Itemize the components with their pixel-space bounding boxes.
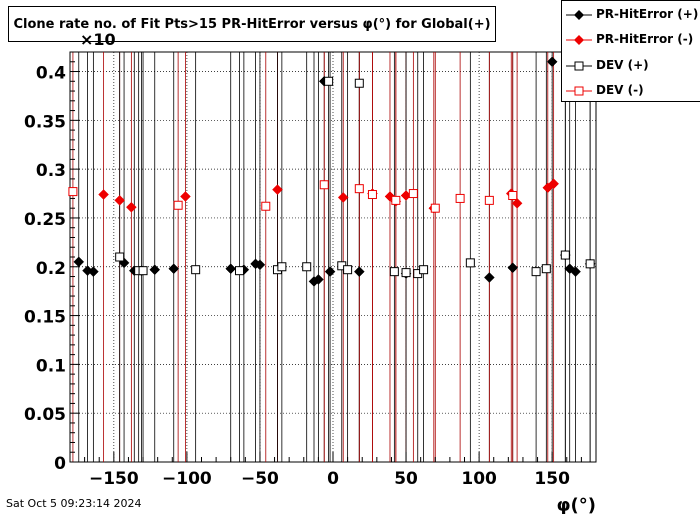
y-tick-label: 0.1 <box>36 356 66 376</box>
data-point <box>455 193 465 203</box>
data-point <box>225 263 237 275</box>
data-point <box>254 259 266 271</box>
data-point <box>531 267 541 277</box>
data-point <box>149 264 161 276</box>
y-tick-label: 0.4 <box>36 64 66 84</box>
data-point <box>389 267 399 277</box>
y-tick-label: 0.15 <box>24 308 66 328</box>
legend-label: PR-HitError (+) <box>596 7 699 21</box>
y-tick-label: 0.3 <box>36 161 66 181</box>
x-axis-label: φ(°) <box>556 495 596 514</box>
data-point <box>570 266 581 277</box>
y-tick-label: 0.35 <box>24 112 66 132</box>
data-point <box>88 266 99 277</box>
data-point <box>173 200 183 210</box>
data-point <box>114 195 126 206</box>
data-point <box>548 178 559 190</box>
data-point <box>324 76 334 86</box>
legend-marker-icon <box>566 35 592 45</box>
legend-label: DEV (+) <box>596 58 649 72</box>
data-point <box>354 184 364 194</box>
y-tick-label: 0.05 <box>24 405 66 425</box>
chart-title: Clone rate no. of Fit Pts>15 PR-HitError… <box>8 6 496 42</box>
data-point <box>180 191 191 202</box>
data-point <box>115 252 125 262</box>
data-point <box>302 262 312 272</box>
y-tick-label: 0.2 <box>36 259 66 279</box>
data-point <box>353 266 365 277</box>
data-point <box>507 262 519 274</box>
timestamp: Sat Oct 5 09:23:14 2024 <box>6 497 142 510</box>
data-point <box>367 190 377 200</box>
data-point <box>483 272 495 283</box>
data-point <box>401 268 411 278</box>
data-point <box>319 180 329 190</box>
data-point <box>337 192 349 203</box>
data-point <box>354 78 364 88</box>
x-tick-label: −100 <box>162 469 212 489</box>
data-point <box>343 265 353 275</box>
data-point <box>73 256 85 268</box>
legend-label: PR-HitError (-) <box>596 32 694 46</box>
y-tick-label: 0 <box>54 454 66 474</box>
data-point <box>511 197 523 209</box>
data-point <box>261 201 271 211</box>
data-point <box>68 187 78 197</box>
data-point <box>419 265 429 275</box>
x-tick-label: 150 <box>534 469 570 489</box>
x-tick-label: 0 <box>327 469 339 489</box>
data-point <box>560 250 570 260</box>
data-point <box>168 263 180 275</box>
data-point <box>430 203 440 213</box>
legend-entry-pr-hiterror-plus: PR-HitError (+) <box>562 3 700 27</box>
y-axis-exponent-label: ×10 <box>80 30 116 49</box>
data-point <box>408 189 418 199</box>
data-point <box>272 184 283 195</box>
data-point <box>277 262 287 272</box>
y-tick-label: 0.25 <box>24 210 66 230</box>
data-point <box>313 274 324 285</box>
data-point <box>585 259 595 269</box>
data-point <box>191 265 201 275</box>
legend-marker-icon <box>566 86 592 96</box>
data-point <box>541 264 551 274</box>
legend-marker-icon <box>566 10 592 20</box>
data-point <box>508 191 518 200</box>
data-point <box>324 266 336 277</box>
legend: PR-HitError (+) PR-HitError (-) DEV (+) … <box>561 0 700 102</box>
data-point <box>138 266 148 276</box>
x-tick-label: 50 <box>394 469 418 489</box>
legend-entry-dev-minus: DEV (-) <box>562 79 700 103</box>
x-tick-label: 100 <box>461 469 497 489</box>
data-point <box>546 56 558 68</box>
data-point <box>234 266 244 276</box>
legend-marker-icon <box>566 61 592 71</box>
data-point <box>465 258 475 268</box>
legend-entry-dev-plus: DEV (+) <box>562 54 700 78</box>
data-point <box>391 195 401 205</box>
x-tick-label: −50 <box>241 469 279 489</box>
legend-label: DEV (-) <box>596 83 644 97</box>
data-point <box>484 195 494 205</box>
data-point <box>126 201 137 213</box>
data-point <box>98 189 109 200</box>
legend-entry-pr-hiterror-minus: PR-HitError (-) <box>562 28 700 52</box>
x-tick-label: −150 <box>89 469 139 489</box>
